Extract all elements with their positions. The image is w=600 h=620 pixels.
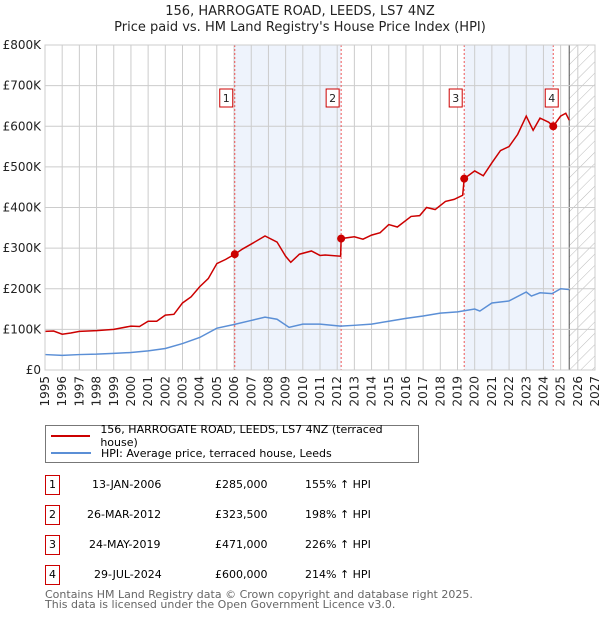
y-tick-label: £800K: [3, 38, 43, 52]
chart-title: 156, HARROGATE ROAD, LEEDS, LS7 4NZ: [165, 4, 435, 19]
x-tick-label: 2008: [261, 376, 275, 407]
sale-marker-label: 3: [45, 535, 60, 555]
x-tick-label: 2012: [330, 376, 344, 407]
sale-point: [337, 234, 346, 243]
x-tick-label: 1995: [38, 376, 52, 407]
sale-price: £323,500: [215, 508, 268, 521]
x-tick-label: 2006: [227, 376, 241, 407]
sale-hpi-change: 198% ↑ HPI: [305, 508, 371, 521]
x-tick-label: 2007: [244, 376, 258, 407]
legend-label-property: 156, HARROGATE ROAD, LEEDS, LS7 4NZ (ter…: [100, 423, 383, 449]
x-tick-label: 2011: [313, 376, 327, 407]
y-tick-label: £700K: [3, 79, 43, 93]
x-tick-label: 2002: [158, 376, 172, 407]
sale-hpi-change: 214% ↑ HPI: [305, 568, 371, 581]
x-tick-label: 2000: [124, 376, 138, 407]
sale-price: £285,000: [215, 478, 268, 491]
hpi-line: [44, 287, 570, 357]
footer-line-1: Contains HM Land Registry data © Crown c…: [45, 588, 473, 601]
sale-date: 26-MAR-2012: [87, 508, 162, 521]
sale-hpi-change: 155% ↑ HPI: [305, 478, 371, 491]
sale-point: [549, 122, 558, 131]
x-tick-label: 2026: [571, 376, 585, 407]
chart-subtitle: Price paid vs. HM Land Registry's House …: [114, 20, 486, 35]
x-tick-label: 2023: [519, 376, 533, 407]
x-tick-label: 2016: [399, 376, 413, 407]
sale-price: £600,000: [215, 568, 268, 581]
y-tick-label: £400K: [3, 201, 43, 215]
sale-marker-box: [448, 88, 463, 108]
y-tick-label: £600K: [3, 119, 43, 133]
x-tick-label: 2022: [502, 376, 516, 407]
sale-price: £471,000: [215, 538, 268, 551]
x-tick-label: 2019: [451, 376, 465, 407]
sale-marker-label: 2: [45, 505, 60, 525]
sale-row: 3 24-MAY-2019 £471,000 226% ↑ HPI: [45, 535, 465, 555]
x-tick-label: 1996: [55, 376, 69, 407]
x-tick-label: 2010: [296, 376, 310, 407]
sale-row: 1 13-JAN-2006 £285,000 155% ↑ HPI: [45, 475, 465, 495]
x-tick-label: 1998: [90, 376, 104, 407]
x-tick-label: 2003: [176, 376, 190, 407]
plot-border: [44, 44, 596, 371]
x-tick-label: 2009: [279, 376, 293, 407]
sale-marker-box: [544, 88, 559, 108]
x-tick-label: 2027: [588, 376, 600, 407]
sale-date: 29-JUL-2024: [94, 568, 162, 581]
sale-point: [230, 250, 239, 259]
sale-marker-label: 4: [548, 92, 555, 105]
sale-marker-label: 1: [45, 475, 60, 495]
y-tick-label: £500K: [3, 160, 43, 174]
sale-marker-label: 1: [223, 92, 230, 105]
legend-swatch-property: [51, 435, 91, 437]
sale-row: 4 29-JUL-2024 £600,000 214% ↑ HPI: [45, 565, 465, 585]
legend-swatch-hpi: [51, 452, 91, 454]
x-tick-label: 2024: [536, 376, 550, 407]
x-tick-label: 2020: [468, 376, 482, 407]
price-chart: 1995 1996 1997 1998 1999 2000 2001 2002 2003 2004…: [3, 38, 600, 407]
sale-marker-label: 4: [45, 565, 60, 585]
x-tick-label: 1997: [72, 376, 86, 407]
x-tick-label: 2017: [416, 376, 430, 407]
x-tick-label: 2013: [347, 376, 361, 407]
sale-marker-label: 3: [452, 92, 459, 105]
y-tick-label: £200K: [3, 282, 43, 296]
sale-marker-box: [325, 88, 340, 108]
sale-date: 24-MAY-2019: [89, 538, 161, 551]
x-tick-label: 2014: [365, 376, 379, 407]
legend: 156, HARROGATE ROAD, LEEDS, LS7 4NZ (ter…: [45, 423, 419, 463]
sale-marker-box: [219, 88, 234, 108]
x-tick-label: 2025: [554, 376, 568, 407]
y-tick-label: £100K: [3, 322, 43, 336]
legend-label-hpi: HPI: Average price, terraced house, Leed…: [101, 446, 332, 460]
x-tick-label: 2018: [433, 376, 447, 407]
sale-row: 2 26-MAR-2012 £323,500 198% ↑ HPI: [45, 505, 465, 525]
x-tick-label: 2004: [193, 376, 207, 407]
y-tick-label: £0: [26, 363, 41, 377]
footer-line-2: This data is licensed under the Open Gov…: [45, 598, 396, 611]
x-tick-label: 1999: [107, 376, 121, 407]
sale-hpi-change: 226% ↑ HPI: [305, 538, 371, 551]
y-tick-label: £300K: [3, 241, 43, 255]
x-tick-label: 2015: [382, 376, 396, 407]
footer: Contains HM Land Registry data © Crown c…: [45, 588, 473, 611]
x-tick-label: 2001: [141, 376, 155, 407]
property-price-line: [44, 112, 570, 336]
x-tick-label: 2005: [210, 376, 224, 407]
sale-point: [460, 174, 469, 183]
x-tick-label: 2021: [485, 376, 499, 407]
sale-date: 13-JAN-2006: [92, 478, 162, 491]
sale-marker-label: 2: [329, 92, 336, 105]
